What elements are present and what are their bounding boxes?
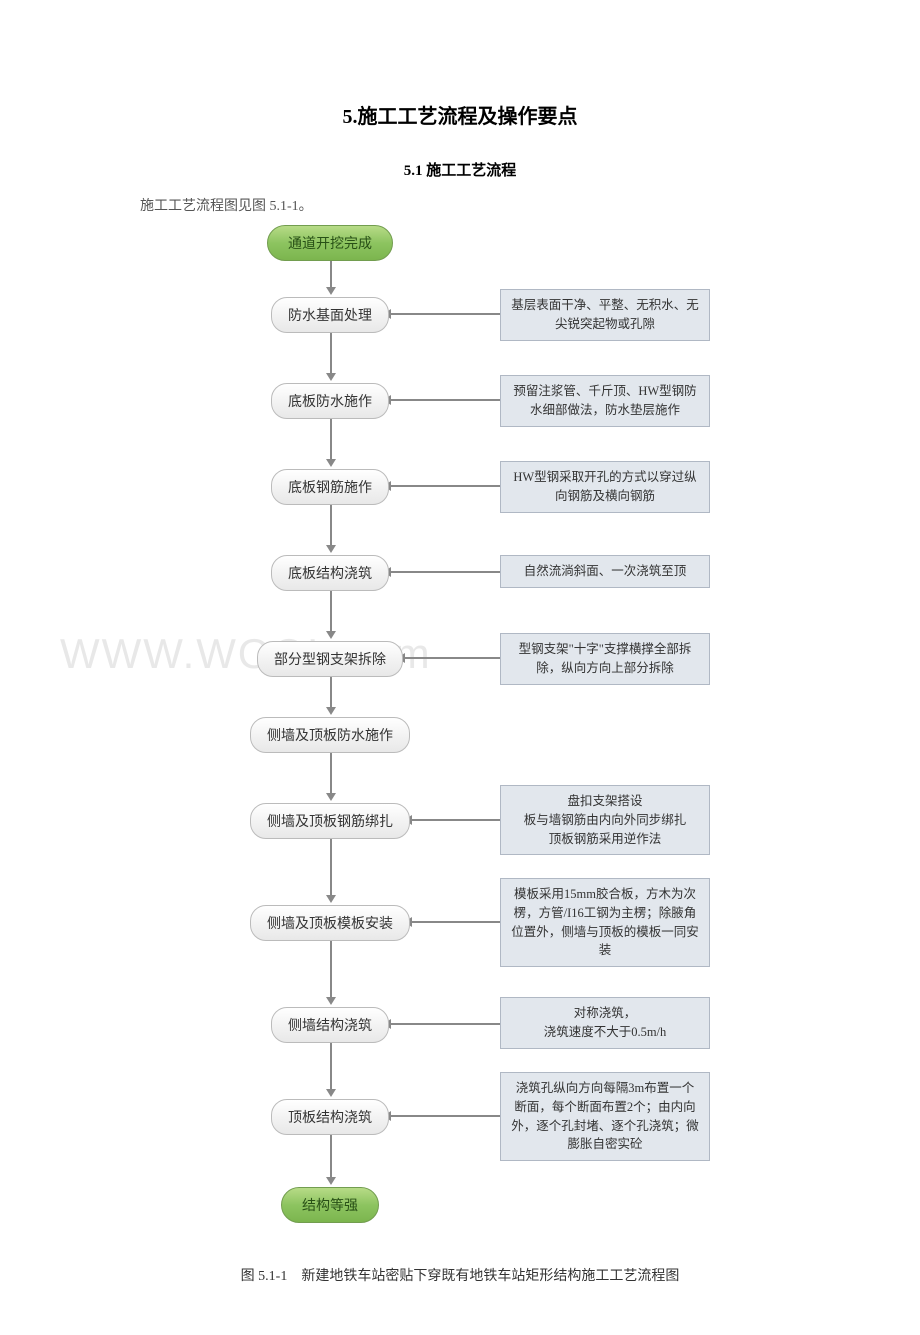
main-title: 5.施工工艺流程及操作要点	[40, 100, 880, 129]
arrow-down-4	[330, 587, 332, 631]
flowchart-note-note4: 自然流淌斜面、一次浇筑至顶	[500, 555, 710, 588]
arrow-down-5	[330, 673, 332, 707]
flowchart-note-note2: 预留注浆管、千斤顶、HW型钢防水细部做法，防水垫层施作	[500, 375, 710, 427]
arrow-left-note1	[391, 313, 500, 315]
arrow-down-8	[330, 937, 332, 997]
arrow-down-6	[330, 749, 332, 793]
flowchart-node-end: 结构等强	[281, 1187, 379, 1223]
arrow-down-0	[330, 257, 332, 287]
flowchart-node-n4: 底板结构浇筑	[271, 555, 389, 591]
flowchart-node-n7: 侧墙及顶板钢筋绑扎	[250, 803, 410, 839]
flowchart-node-n2: 底板防水施作	[271, 383, 389, 419]
flowchart-node-n1: 防水基面处理	[271, 297, 389, 333]
flowchart-node-n8: 侧墙及顶板模板安装	[250, 905, 410, 941]
flowchart-note-note7: 盘扣支架搭设板与墙钢筋由内向外同步绑扎顶板钢筋采用逆作法	[500, 785, 710, 855]
arrow-down-9	[330, 1039, 332, 1089]
arrow-left-note4	[391, 571, 500, 573]
figure-caption: 图 5.1-1 新建地铁车站密贴下穿既有地铁车站矩形结构施工工艺流程图	[40, 1265, 880, 1285]
flowchart-node-n3: 底板钢筋施作	[271, 469, 389, 505]
arrow-left-note2	[391, 399, 500, 401]
intro-text: 施工工艺流程图见图 5.1-1。	[140, 195, 880, 215]
flowchart-note-note3: HW型钢采取开孔的方式以穿过纵向钢筋及横向钢筋	[500, 461, 710, 513]
flowchart-node-n9: 侧墙结构浇筑	[271, 1007, 389, 1043]
arrow-left-note3	[391, 485, 500, 487]
arrow-down-1	[330, 329, 332, 373]
arrow-down-10	[330, 1131, 332, 1177]
flowchart-node-n10: 顶板结构浇筑	[271, 1099, 389, 1135]
arrow-down-2	[330, 415, 332, 459]
arrow-left-note8	[412, 921, 500, 923]
flowchart-node-start: 通道开挖完成	[267, 225, 393, 261]
flowchart-note-note1: 基层表面干净、平整、无积水、无尖锐突起物或孔隙	[500, 289, 710, 341]
flowchart-node-n6: 侧墙及顶板防水施作	[250, 717, 410, 753]
sub-title: 5.1 施工工艺流程	[40, 159, 880, 180]
flowchart-note-note10: 浇筑孔纵向方向每隔3m布置一个断面，每个断面布置2个；由内向外，逐个孔封堵、逐个…	[500, 1072, 710, 1161]
arrow-left-note7	[412, 819, 500, 821]
arrow-left-note9	[391, 1023, 500, 1025]
arrow-down-3	[330, 501, 332, 545]
flowchart-note-note5: 型钢支架"十字"支撑横撑全部拆除，纵向方向上部分拆除	[500, 633, 710, 685]
flowchart-node-n5: 部分型钢支架拆除	[257, 641, 403, 677]
arrow-left-note10	[391, 1115, 500, 1117]
flowchart-note-note9: 对称浇筑，浇筑速度不大于0.5m/h	[500, 997, 710, 1049]
arrow-down-7	[330, 835, 332, 895]
flowchart-note-note8: 模板采用15mm胶合板，方木为次楞，方管/I16工钢为主楞；除腋角位置外，侧墙与…	[500, 878, 710, 967]
arrow-left-note5	[405, 657, 500, 659]
flowchart-container: WWW.WOOL.com 通道开挖完成防水基面处理底板防水施作底板钢筋施作底板结…	[110, 225, 810, 1245]
